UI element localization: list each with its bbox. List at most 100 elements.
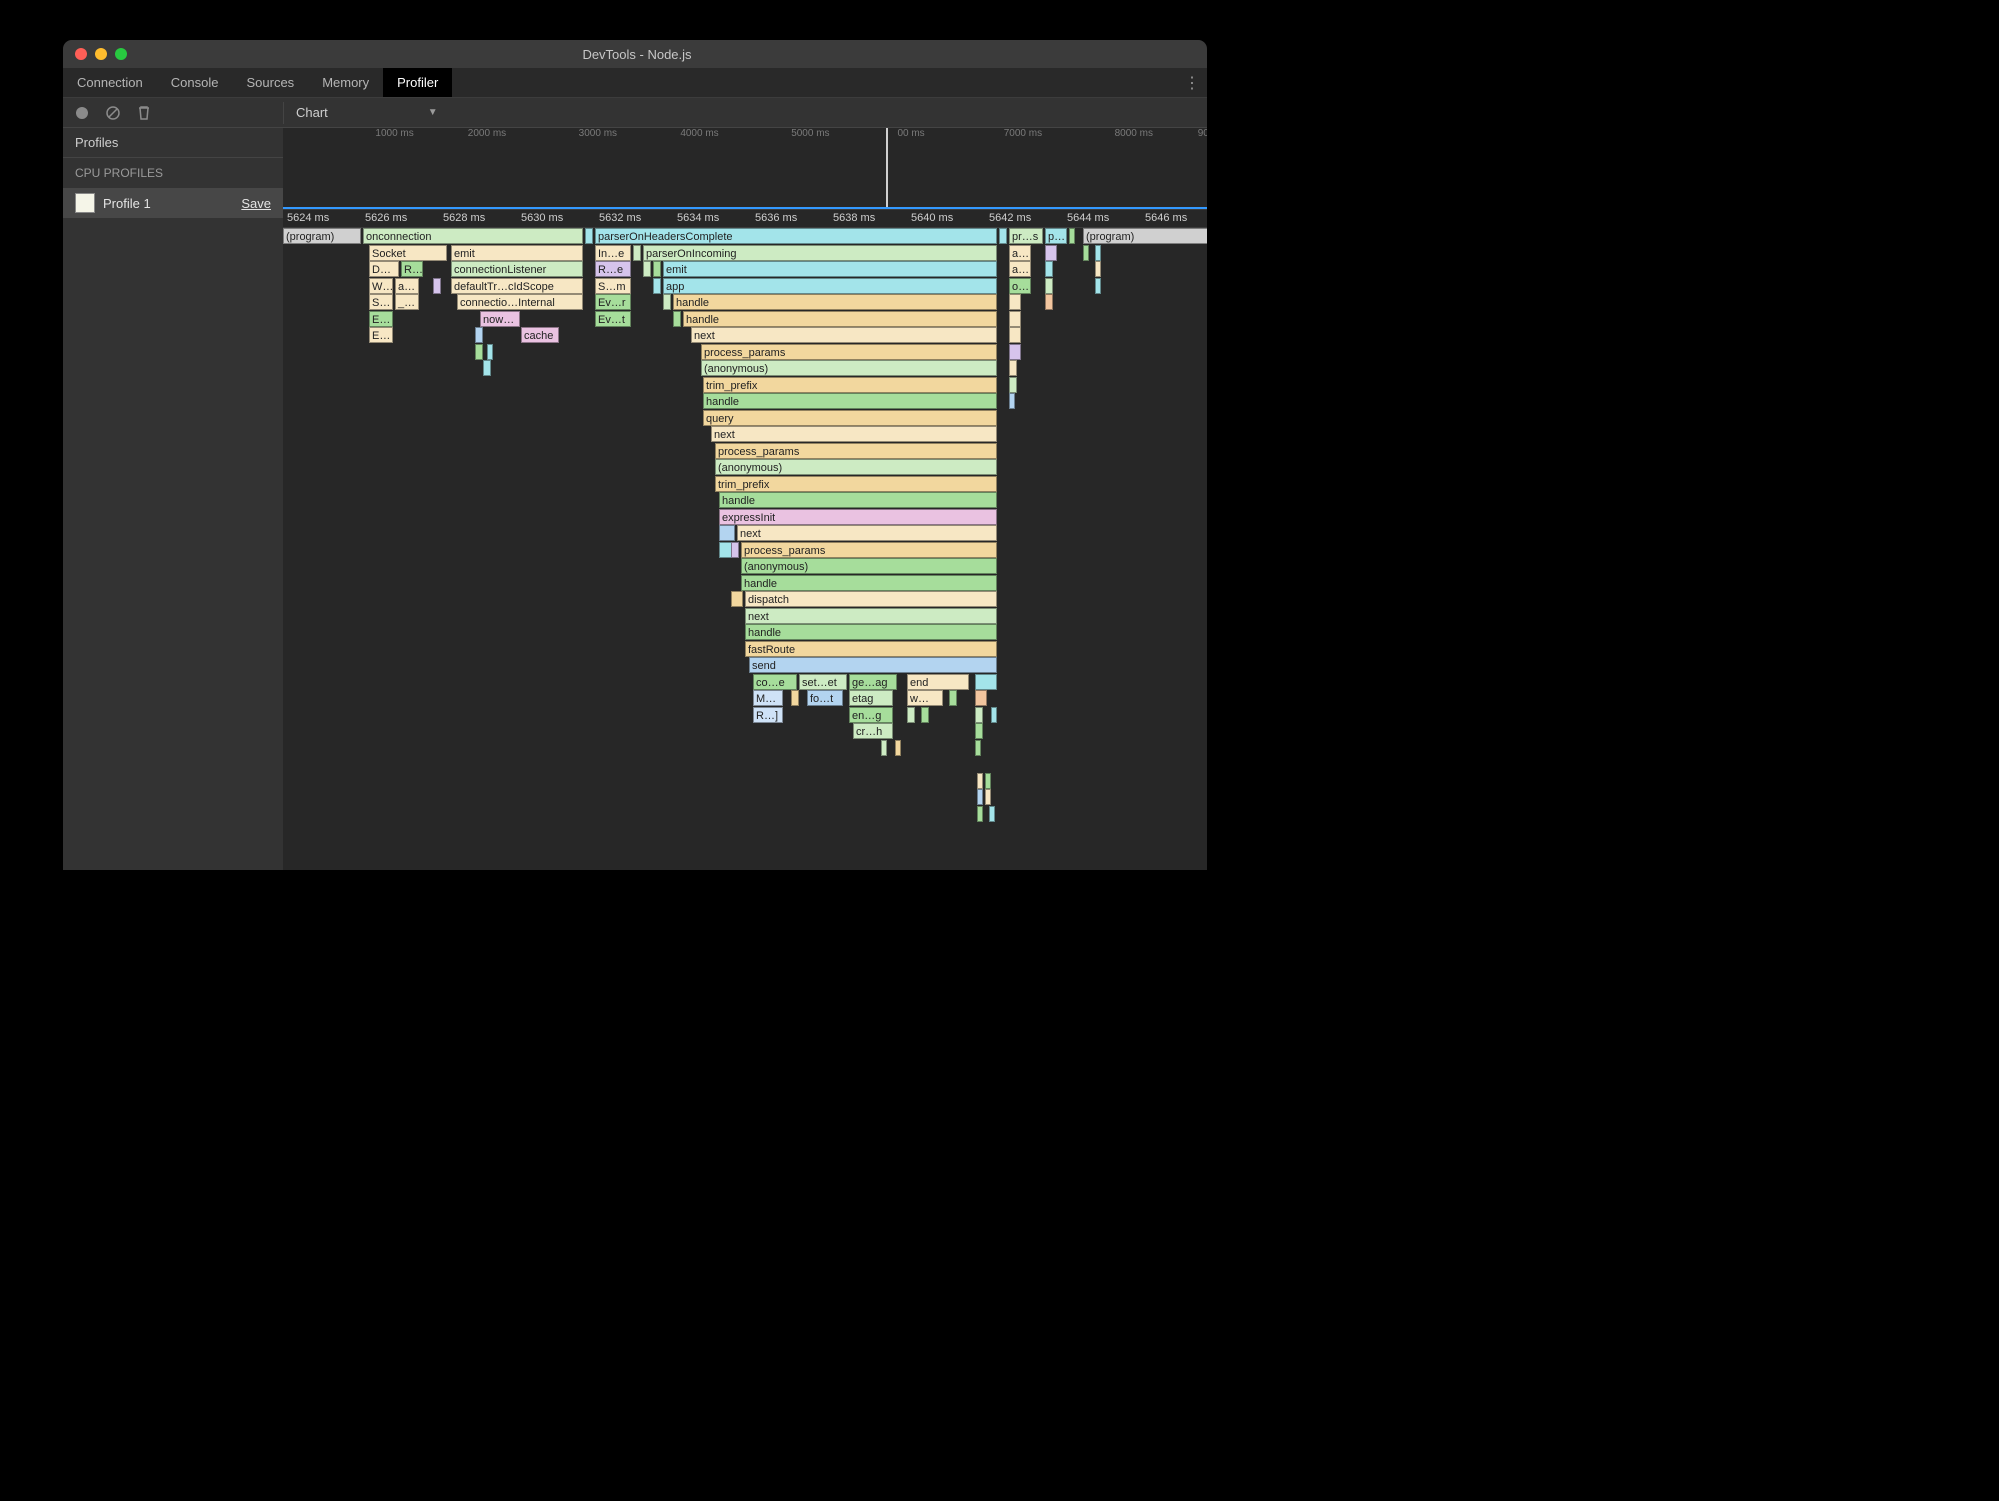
flame-bar[interactable] — [999, 228, 1007, 244]
flame-bar[interactable]: handle — [745, 624, 997, 640]
flame-bar[interactable] — [1009, 327, 1021, 343]
clear-icon[interactable] — [105, 105, 121, 121]
flame-bar[interactable] — [585, 228, 593, 244]
flame-bar[interactable] — [1045, 278, 1053, 294]
flame-bar[interactable] — [483, 360, 491, 376]
flame-bar[interactable] — [673, 311, 681, 327]
flame-bar[interactable] — [1009, 344, 1021, 360]
flame-bar[interactable]: (anonymous) — [741, 558, 997, 574]
save-link[interactable]: Save — [241, 196, 271, 211]
overview-timeline[interactable]: 1000 ms2000 ms3000 ms4000 ms5000 ms00 ms… — [283, 128, 1207, 210]
flame-bar[interactable]: handle — [683, 311, 997, 327]
flame-bar[interactable]: _…r — [395, 294, 419, 310]
zoom-dot[interactable] — [115, 48, 127, 60]
flame-chart[interactable]: (program)onconnectionparserOnHeadersComp… — [283, 228, 1207, 870]
flame-bar[interactable]: trim_prefix — [715, 476, 997, 492]
record-icon[interactable] — [75, 106, 89, 120]
flame-bar[interactable] — [975, 723, 983, 739]
flame-bar[interactable] — [921, 707, 929, 723]
flame-bar[interactable]: trim_prefix — [703, 377, 997, 393]
flame-bar[interactable] — [731, 542, 739, 558]
flame-bar[interactable]: M… — [753, 690, 783, 706]
flame-bar[interactable]: w… — [907, 690, 943, 706]
flame-bar[interactable] — [977, 789, 983, 805]
overview-cursor[interactable] — [886, 128, 888, 209]
flame-bar[interactable]: handle — [741, 575, 997, 591]
flame-bar[interactable] — [1069, 228, 1075, 244]
flame-bar[interactable]: emit — [451, 245, 583, 261]
flame-bar[interactable]: handle — [703, 393, 997, 409]
flame-bar[interactable] — [975, 690, 987, 706]
flame-bar[interactable]: fastRoute — [745, 641, 997, 657]
flame-bar[interactable]: Ev…t — [595, 311, 631, 327]
delete-icon[interactable] — [137, 105, 151, 121]
flame-bar[interactable]: R…] — [753, 707, 783, 723]
flame-bar[interactable]: expressInit — [719, 509, 997, 525]
flame-bar[interactable] — [1009, 393, 1015, 409]
flame-bar[interactable] — [975, 707, 983, 723]
flame-bar[interactable] — [663, 294, 671, 310]
flame-bar[interactable]: p… — [1045, 228, 1067, 244]
flame-bar[interactable] — [791, 690, 799, 706]
flame-bar[interactable]: onconnection — [363, 228, 583, 244]
flame-bar[interactable]: dispatch — [745, 591, 997, 607]
flame-bar[interactable] — [1083, 245, 1089, 261]
kebab-menu-icon[interactable]: ⋮ — [1177, 68, 1207, 97]
flame-bar[interactable]: a… — [1009, 261, 1031, 277]
flame-bar[interactable] — [881, 740, 887, 756]
flame-bar[interactable]: process_params — [701, 344, 997, 360]
flame-bar[interactable] — [475, 327, 483, 343]
flame-bar[interactable] — [1009, 377, 1017, 393]
flame-bar[interactable]: o… — [1009, 278, 1031, 294]
profile-item[interactable]: Profile 1 Save — [63, 188, 283, 218]
flame-bar[interactable]: R…e — [595, 261, 631, 277]
flame-bar[interactable]: en…g — [849, 707, 893, 723]
flame-bar[interactable] — [989, 806, 995, 822]
flame-bar[interactable]: (program) — [1083, 228, 1207, 244]
flame-bar[interactable] — [731, 591, 743, 607]
flame-bar[interactable]: R… — [401, 261, 423, 277]
flame-bar[interactable]: defaultTr…cIdScope — [451, 278, 583, 294]
tab-sources[interactable]: Sources — [232, 68, 308, 97]
flame-bar[interactable] — [985, 789, 991, 805]
flame-bar[interactable]: end — [907, 674, 969, 690]
flame-bar[interactable]: fo…t — [807, 690, 843, 706]
flame-bar[interactable] — [1095, 278, 1101, 294]
flame-bar[interactable]: parserOnIncoming — [643, 245, 997, 261]
flame-bar[interactable]: (program) — [283, 228, 361, 244]
close-dot[interactable] — [75, 48, 87, 60]
flame-bar[interactable]: cr…h — [853, 723, 893, 739]
flame-bar[interactable] — [1009, 360, 1017, 376]
flame-bar[interactable]: W… — [369, 278, 393, 294]
flame-bar[interactable]: set…et — [799, 674, 847, 690]
flame-bar[interactable] — [1095, 245, 1101, 261]
flame-bar[interactable]: connectio…Internal — [457, 294, 583, 310]
flame-bar[interactable]: S…m — [595, 278, 631, 294]
flame-bar[interactable]: cache — [521, 327, 559, 343]
flame-bar[interactable] — [975, 740, 981, 756]
flame-bar[interactable]: pr…s — [1009, 228, 1043, 244]
flame-bar[interactable]: query — [703, 410, 997, 426]
flame-bar[interactable] — [1045, 245, 1057, 261]
flame-bar[interactable]: next — [737, 525, 997, 541]
flame-bar[interactable]: etag — [849, 690, 893, 706]
flame-bar[interactable]: next — [745, 608, 997, 624]
flame-bar[interactable] — [1095, 261, 1101, 277]
flame-bar[interactable] — [653, 261, 661, 277]
flame-bar[interactable] — [643, 261, 651, 277]
detail-view[interactable]: 5624 ms5626 ms5628 ms5630 ms5632 ms5634 … — [283, 210, 1207, 870]
flame-bar[interactable]: next — [711, 426, 997, 442]
flame-bar[interactable]: Ev…r — [595, 294, 631, 310]
flame-bar[interactable] — [985, 773, 991, 789]
tab-profiler[interactable]: Profiler — [383, 68, 452, 97]
flame-bar[interactable] — [949, 690, 957, 706]
flame-bar[interactable]: send — [749, 657, 997, 673]
flame-bar[interactable]: app — [663, 278, 997, 294]
flame-bar[interactable]: ge…ag — [849, 674, 897, 690]
flame-bar[interactable] — [977, 806, 983, 822]
flame-bar[interactable] — [487, 344, 493, 360]
tab-console[interactable]: Console — [157, 68, 233, 97]
flame-bar[interactable] — [895, 740, 901, 756]
flame-bar[interactable]: process_params — [715, 443, 997, 459]
flame-bar[interactable] — [719, 525, 735, 541]
